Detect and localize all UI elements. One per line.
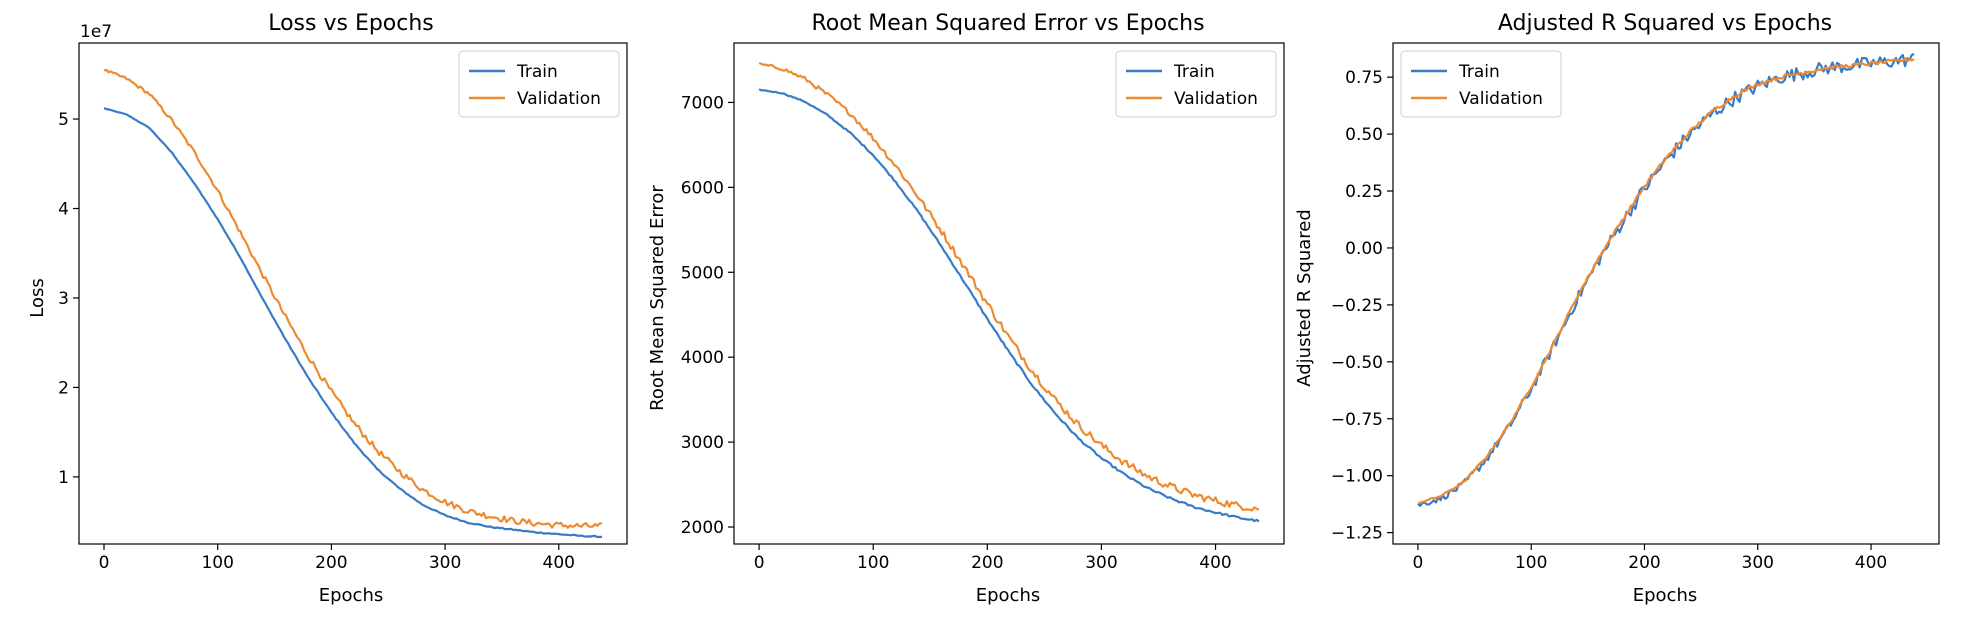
chart-rmse: Root Mean Squared Error vs Epochs Epochs…	[647, 11, 1285, 606]
x-tick-label: 0	[99, 553, 110, 573]
legend-label-validation: Validation	[1174, 89, 1258, 109]
y-tick-label: 0.50	[1345, 125, 1383, 145]
legend-box	[1400, 50, 1562, 118]
y-tick-label: −0.75	[1331, 410, 1383, 430]
y-tick-label: 2	[58, 378, 69, 398]
y-tick-label: 2000	[681, 518, 724, 538]
offset-text: 1e7	[80, 22, 112, 42]
y-tick-label: −1.25	[1331, 524, 1383, 544]
chart-adjusted-r2: Adjusted R Squared vs Epochs Epochs Adju…	[1294, 11, 1940, 606]
legend-label-train: Train	[516, 62, 558, 82]
y-tick-label: −0.25	[1331, 296, 1383, 316]
y-tick-label: 6000	[681, 178, 724, 198]
y-tick-label: 3	[58, 289, 69, 309]
y-tick-label: 5	[58, 110, 69, 130]
chart-title: Loss vs Epochs	[268, 11, 434, 36]
axes-frame	[733, 42, 1285, 545]
x-tick-label: 200	[1628, 553, 1660, 573]
x-tick-label: 100	[1515, 553, 1547, 573]
x-tick-label: 400	[1855, 553, 1887, 573]
y-tick-label: 4	[58, 200, 69, 220]
y-axis-label: Adjusted R Squared	[1294, 209, 1315, 387]
x-axis-label: Epochs	[976, 585, 1041, 606]
x-tick-label: 400	[1199, 553, 1231, 573]
series-line-train	[1417, 52, 1915, 507]
y-tick-label: −1.00	[1331, 467, 1383, 487]
y-tick-label: 0.75	[1345, 68, 1383, 88]
x-axis-label: Epochs	[1633, 585, 1698, 606]
y-axis-label: Loss	[27, 278, 48, 317]
legend-label-train: Train	[1458, 62, 1500, 82]
axes-frame	[78, 42, 628, 545]
legend: Train Validation	[1115, 50, 1277, 118]
legend-label-validation: Validation	[517, 89, 601, 109]
y-tick-label: −0.50	[1331, 353, 1383, 373]
x-tick-label: 200	[315, 553, 347, 573]
legend: Train Validation	[1400, 50, 1562, 118]
y-tick-label: 3000	[681, 433, 724, 453]
y-tick-label: 1	[58, 468, 69, 488]
axes-frame	[1392, 42, 1940, 545]
chart-title: Adjusted R Squared vs Epochs	[1498, 11, 1832, 36]
chart-title: Root Mean Squared Error vs Epochs	[811, 11, 1204, 36]
y-tick-label: 0.25	[1345, 182, 1383, 202]
x-tick-label: 0	[1413, 553, 1424, 573]
y-tick-label: 5000	[681, 263, 724, 283]
series-line-train	[758, 88, 1260, 523]
legend-box	[1115, 50, 1277, 118]
chart-loss: Loss vs Epochs 1e7 Epochs Loss 0 100 200 30…	[27, 11, 628, 606]
x-tick-label: 300	[429, 553, 461, 573]
legend-label-validation: Validation	[1459, 89, 1543, 109]
x-tick-label: 0	[754, 553, 765, 573]
x-tick-label: 100	[201, 553, 233, 573]
legend-box	[458, 50, 620, 118]
x-tick-label: 300	[1085, 553, 1117, 573]
y-tick-label: 0.00	[1345, 239, 1383, 259]
legend-label-train: Train	[1173, 62, 1215, 82]
x-axis-label: Epochs	[319, 585, 384, 606]
legend: Train Validation	[458, 50, 620, 118]
series-line-validation	[758, 61, 1260, 512]
y-tick-label: 4000	[681, 348, 724, 368]
series-line-validation	[103, 68, 603, 529]
x-tick-label: 400	[543, 553, 575, 573]
x-tick-label: 100	[857, 553, 889, 573]
x-tick-label: 300	[1742, 553, 1774, 573]
y-tick-label: 7000	[681, 93, 724, 113]
x-tick-label: 200	[971, 553, 1003, 573]
series-line-train	[103, 107, 603, 539]
y-axis-label: Root Mean Squared Error	[647, 185, 668, 411]
series-line-validation	[1417, 57, 1915, 504]
